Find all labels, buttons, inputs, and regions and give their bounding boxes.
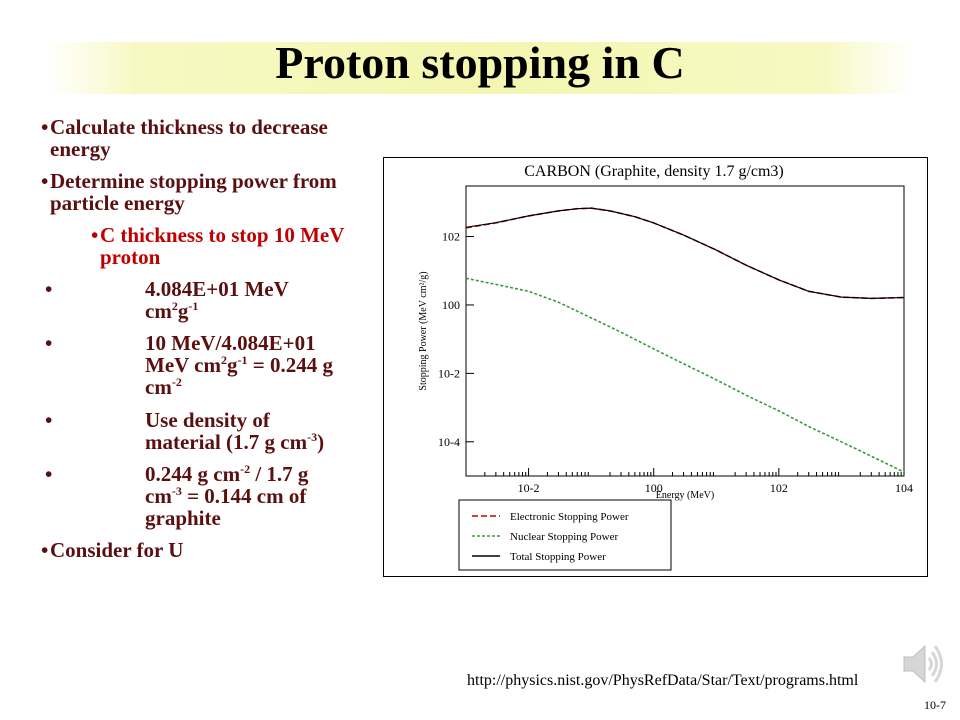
superscript: 2 bbox=[171, 299, 178, 314]
legend-items: Electronic Stopping Power Nuclear Stoppin… bbox=[472, 511, 629, 563]
y-tick-label: 100 bbox=[442, 298, 460, 312]
bullet-text: g bbox=[227, 353, 238, 378]
bullet-calculate-thickness: • Calculate thickness to decrease energy bbox=[41, 115, 328, 162]
bullet-text: Determine stopping power from particle e… bbox=[50, 169, 337, 216]
bullet-text: 4.084E+01 MeV cm bbox=[145, 277, 289, 324]
bullet-c-thickness: • C thickness to stop 10 MeV proton bbox=[91, 223, 345, 270]
bullet-text: C thickness to stop 10 MeV proton bbox=[100, 223, 345, 270]
x-tick-label: 104 bbox=[895, 481, 913, 495]
bullet-text: Calculate thickness to decrease energy bbox=[50, 115, 328, 162]
bullet-text: = 0.244 g cm bbox=[145, 353, 333, 400]
bullet-consider-u: • Consider for U bbox=[41, 537, 184, 562]
bullet-text: 0.244 g cm bbox=[145, 461, 241, 486]
source-url[interactable]: http://physics.nist.gov/PhysRefData/Star… bbox=[467, 672, 859, 689]
legend-label: Total Stopping Power bbox=[510, 551, 606, 563]
speaker-icon[interactable] bbox=[900, 640, 944, 693]
bullet-text: / 1.7 g cm bbox=[145, 461, 309, 508]
x-tick-label: 10-2 bbox=[518, 481, 540, 495]
superscript: -2 bbox=[171, 375, 182, 390]
y-tick-label: 10-4 bbox=[438, 435, 460, 449]
legend-label: Nuclear Stopping Power bbox=[510, 531, 618, 543]
bullet-text: Consider for U bbox=[50, 537, 184, 562]
speaker-icon-graphic bbox=[903, 644, 943, 684]
x-axis-label: Energy (MeV) bbox=[656, 490, 714, 501]
title-band bbox=[48, 42, 912, 94]
x-tick-label: 102 bbox=[770, 481, 788, 495]
x-tick-label: 100 bbox=[645, 481, 663, 495]
series-line bbox=[465, 207, 905, 300]
page-number: 10-7 bbox=[924, 698, 946, 712]
bullet-text: ) bbox=[317, 429, 325, 454]
chart-svg: CARBON (Graphite, density 1.7 g/cm3) 10-… bbox=[418, 163, 913, 571]
bullet-use-density: • Use density of material (1.7 g cm-3) bbox=[45, 407, 325, 454]
superscript: 2 bbox=[221, 353, 227, 368]
bullet-thickness-result: • 0.244 g cm-2 / 1.7 g cm-3 = 0.144 cm of… bbox=[45, 461, 309, 530]
y-axis-ticks: 10-4 10-2 100 102 bbox=[438, 230, 474, 449]
chart-series bbox=[465, 207, 905, 473]
y-axis-label: Stopping Power (MeV cm²/g) bbox=[418, 271, 429, 390]
series-line bbox=[465, 277, 905, 473]
plot-area bbox=[465, 185, 905, 477]
series-line bbox=[465, 207, 905, 300]
stopping-power-chart: CARBON (Graphite, density 1.7 g/cm3) 10-… bbox=[383, 157, 928, 577]
bullet-text: 10 MeV/4.084E+01 MeV cm bbox=[145, 331, 316, 378]
superscript: -1 bbox=[188, 299, 199, 314]
x-axis-ticks: 10-2 100 102 104 bbox=[484, 468, 913, 495]
superscript: -3 bbox=[171, 483, 182, 498]
bullet-list: • Calculate thickness to decrease energy … bbox=[41, 115, 350, 571]
superscript: -1 bbox=[237, 353, 248, 368]
chart-title: CARBON (Graphite, density 1.7 g/cm3) bbox=[524, 163, 784, 180]
superscript: -2 bbox=[240, 461, 251, 476]
bullet-mass-thickness: • 10 MeV/4.084E+01 MeV cm2g-1 = 0.244 g … bbox=[45, 331, 333, 400]
y-tick-label: 102 bbox=[442, 230, 460, 244]
y-tick-label: 10-2 bbox=[438, 366, 460, 380]
bullet-text: = 0.144 cm of graphite bbox=[145, 483, 307, 530]
superscript: -3 bbox=[307, 429, 318, 444]
chart-legend bbox=[458, 499, 672, 571]
bullet-text: Use density of material (1.7 g cm bbox=[145, 407, 308, 454]
slide-title: Proton stopping in C bbox=[275, 37, 685, 88]
bullet-stopping-value: • 4.084E+01 MeV cm2g-1 bbox=[45, 277, 289, 324]
bullet-determine-stopping-power: • Determine stopping power from particle … bbox=[41, 169, 337, 216]
legend-label: Electronic Stopping Power bbox=[510, 511, 629, 523]
bullet-text: g bbox=[177, 299, 189, 324]
